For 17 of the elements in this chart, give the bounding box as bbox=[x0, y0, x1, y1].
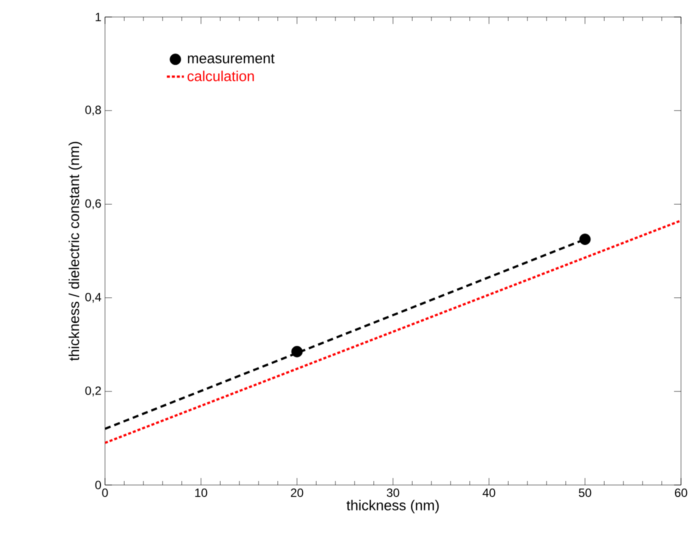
legend-label: measurement bbox=[188, 54, 275, 64]
legend-label: calculation bbox=[188, 70, 254, 82]
y-tick-label: 0,4 bbox=[85, 292, 102, 303]
x-tick-label: 30 bbox=[386, 488, 400, 497]
y-tick-label: 0 bbox=[95, 480, 102, 490]
y-tick-label: 1 bbox=[96, 12, 101, 22]
x-axis-title: thickness (nm) bbox=[346, 500, 439, 514]
x-tick-label: 10 bbox=[195, 488, 208, 497]
y-axis-title: thickness / dielectric constant (nm) bbox=[68, 142, 82, 361]
x-tick-label: 20 bbox=[290, 488, 304, 497]
y-tick-label: 0,2 bbox=[85, 386, 101, 396]
x-tick-label: 0 bbox=[102, 488, 108, 497]
x-tick-label: 40 bbox=[482, 488, 496, 497]
x-tick-label: 50 bbox=[578, 488, 592, 497]
y-tick-label: 0,6 bbox=[85, 199, 101, 210]
y-tick-label: 0,8 bbox=[85, 106, 101, 116]
x-tick-label: 60 bbox=[674, 488, 688, 497]
